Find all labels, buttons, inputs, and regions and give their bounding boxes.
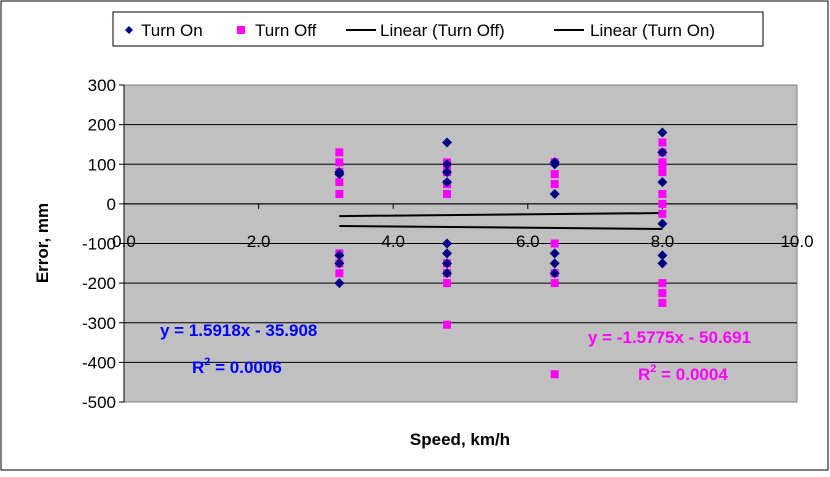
- y-tick-label: -300: [82, 314, 116, 333]
- turn-on-point: [549, 248, 560, 259]
- turn-on-point: [657, 258, 668, 269]
- legend-linear-turn-off-label: Linear (Turn Off): [380, 21, 505, 40]
- y-tick-label: 300: [88, 76, 116, 95]
- turn-on-point: [549, 159, 560, 170]
- turn-off-point: [335, 178, 344, 187]
- turn-off-point: [550, 170, 559, 179]
- x-tick-label: 4.0: [381, 232, 405, 251]
- turn-off-point: [335, 269, 344, 278]
- turn-on-r-squared: R2 = 0.0006: [192, 356, 282, 377]
- turn-off-point: [658, 289, 667, 298]
- x-tick-label: 8.0: [651, 232, 675, 251]
- turn-on-point: [442, 167, 453, 178]
- turn-off-point: [335, 189, 344, 198]
- turn-off-equation: y = -1.5775x - 50.691: [588, 328, 751, 347]
- trendlines: [339, 212, 663, 230]
- x-tick-label: 2.0: [247, 232, 271, 251]
- turn-off-point: [658, 138, 667, 147]
- legend-box: [112, 11, 764, 47]
- legend-turn-off-marker: [237, 26, 245, 34]
- turn-off-point: [550, 370, 559, 379]
- turn-off-r2-value: = 0.0004: [656, 365, 728, 384]
- turn-on-point: [334, 169, 345, 180]
- legend-turn-on-marker: [125, 26, 133, 34]
- turn-on-point: [442, 258, 453, 269]
- turn-off-r2-exp: 2: [650, 363, 656, 375]
- turn-off-point: [335, 158, 344, 167]
- turn-on-point: [442, 177, 453, 188]
- y-axis-title: Error, mm: [33, 203, 52, 283]
- y-tick-label: -500: [82, 393, 116, 412]
- x-axis: 0.0 2.0 4.0 6.0 8.0 10.0: [112, 203, 814, 251]
- turn-on-point: [657, 250, 668, 261]
- turn-on-r2-exp: 2: [204, 356, 210, 368]
- turn-off-point: [658, 298, 667, 307]
- turn-on-point: [442, 238, 453, 249]
- x-tick-label: 0.0: [112, 232, 136, 251]
- turn-off-r2-base: R: [638, 365, 650, 384]
- turn-on-point: [334, 258, 345, 269]
- gridlines: [124, 124, 797, 363]
- turn-off-point: [550, 279, 559, 288]
- legend-turn-on-label: Turn On: [141, 21, 203, 40]
- turn-on-r2-base: R: [192, 358, 204, 377]
- turn-off-point: [443, 279, 452, 288]
- turn-off-point: [443, 320, 452, 329]
- legend-turn-off-label: Turn Off: [255, 21, 317, 40]
- turn-off-point: [335, 148, 344, 157]
- turn-off-point: [550, 180, 559, 189]
- x-tick-label: 10.0: [780, 232, 813, 251]
- y-tick-label: 0: [107, 195, 116, 214]
- turn-on-point: [334, 278, 345, 289]
- y-tick-label: 200: [88, 116, 116, 135]
- turn-off-r-squared: R2 = 0.0004: [638, 363, 728, 384]
- y-tick-label: -400: [82, 353, 116, 372]
- turn-off-point: [658, 160, 667, 169]
- y-tick-label: -200: [82, 274, 116, 293]
- turn-on-point: [549, 258, 560, 269]
- turn-on-r2-value: = 0.0006: [210, 358, 281, 377]
- turn-on-point: [549, 268, 560, 279]
- turn-off-point: [658, 168, 667, 177]
- trendline-turn-off: [339, 224, 663, 230]
- turn-on-point: [657, 218, 668, 229]
- trendline-turn-on: [339, 212, 663, 218]
- turn-off-point: [658, 199, 667, 208]
- x-tick-label: 6.0: [516, 232, 540, 251]
- turn-on-point: [442, 159, 453, 170]
- y-tick-label: 100: [88, 155, 116, 174]
- turn-on-equation: y = 1.5918x - 35.908: [160, 321, 317, 340]
- turn-off-point: [550, 239, 559, 248]
- turn-on-point: [442, 137, 453, 148]
- y-tick-label: -100: [82, 235, 116, 254]
- turn-on-point: [657, 127, 668, 138]
- legend-linear-turn-on-label: Linear (Turn On): [590, 21, 715, 40]
- turn-on-point: [442, 268, 453, 279]
- turn-on-point: [549, 188, 560, 199]
- turn-on-point: [334, 250, 345, 261]
- turn-on-point: [442, 248, 453, 259]
- turn-off-point: [443, 189, 452, 198]
- data-points: [334, 127, 668, 379]
- legend: Turn On Turn Off Linear (Turn Off) Linea…: [112, 11, 764, 47]
- turn-on-point: [657, 147, 668, 158]
- turn-on-point: [657, 177, 668, 188]
- x-axis-title: Speed, km/h: [410, 430, 510, 449]
- y-axis: 300 200 100 0 -100 -200 -300 -400 -500: [82, 76, 125, 412]
- turn-off-point: [658, 209, 667, 218]
- turn-off-point: [658, 189, 667, 198]
- turn-off-point: [658, 279, 667, 288]
